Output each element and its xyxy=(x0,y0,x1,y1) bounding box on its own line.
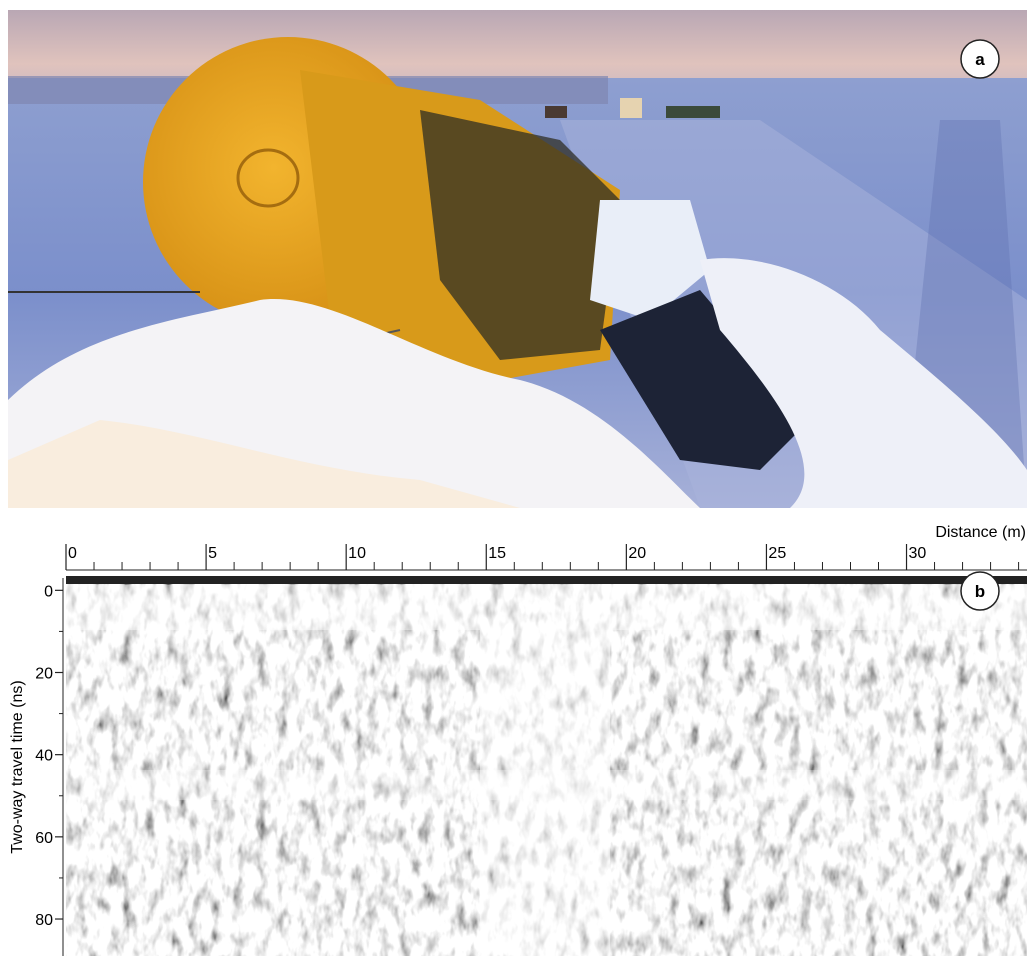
x-tick-label: 15 xyxy=(488,545,506,562)
figure: a b Distance (m) Two-way travel time (ns… xyxy=(0,0,1030,956)
x-tick-label: 20 xyxy=(628,545,646,562)
x-tick-label: 30 xyxy=(909,545,927,562)
y-axis-label: Two-way travel time (ns) xyxy=(9,680,26,853)
y-tick-label: 0 xyxy=(44,583,53,600)
panel-label: b xyxy=(975,582,985,601)
radargram xyxy=(66,576,1027,956)
x-axis-label: Distance (m) xyxy=(935,524,1026,541)
photo xyxy=(8,10,1027,508)
x-tick-label: 25 xyxy=(768,545,786,562)
x-tick-label: 5 xyxy=(208,545,217,562)
y-tick-label: 20 xyxy=(35,666,53,683)
x-tick-label: 10 xyxy=(348,545,366,562)
y-tick-label: 40 xyxy=(35,748,53,765)
x-tick-label: 0 xyxy=(68,545,77,562)
y-tick-label: 60 xyxy=(35,830,53,847)
panel-label: a xyxy=(975,50,985,69)
y-tick-label: 80 xyxy=(35,912,53,929)
